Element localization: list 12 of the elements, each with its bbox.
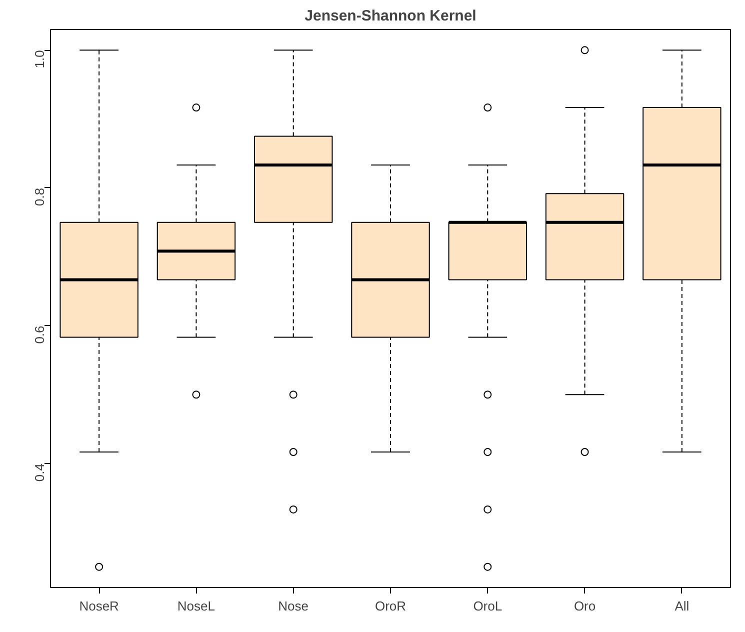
x-tick-label: OroL bbox=[473, 598, 502, 614]
x-tick-label: Oro bbox=[574, 598, 596, 614]
chart-title: Jensen-Shannon Kernel bbox=[304, 8, 476, 24]
y-tick-label: 1.0 bbox=[32, 50, 47, 68]
x-tick-label: NoseL bbox=[177, 598, 216, 614]
x-tick-label: Nose bbox=[278, 598, 309, 614]
x-tick-label: OroR bbox=[374, 598, 406, 614]
y-tick-label: 0.6 bbox=[32, 326, 47, 344]
y-tick-label: 0.8 bbox=[32, 188, 47, 206]
x-tick-label: All bbox=[674, 598, 690, 614]
x-tick-label: NoseR bbox=[79, 598, 119, 614]
y-tick-label: 0.4 bbox=[32, 463, 47, 482]
